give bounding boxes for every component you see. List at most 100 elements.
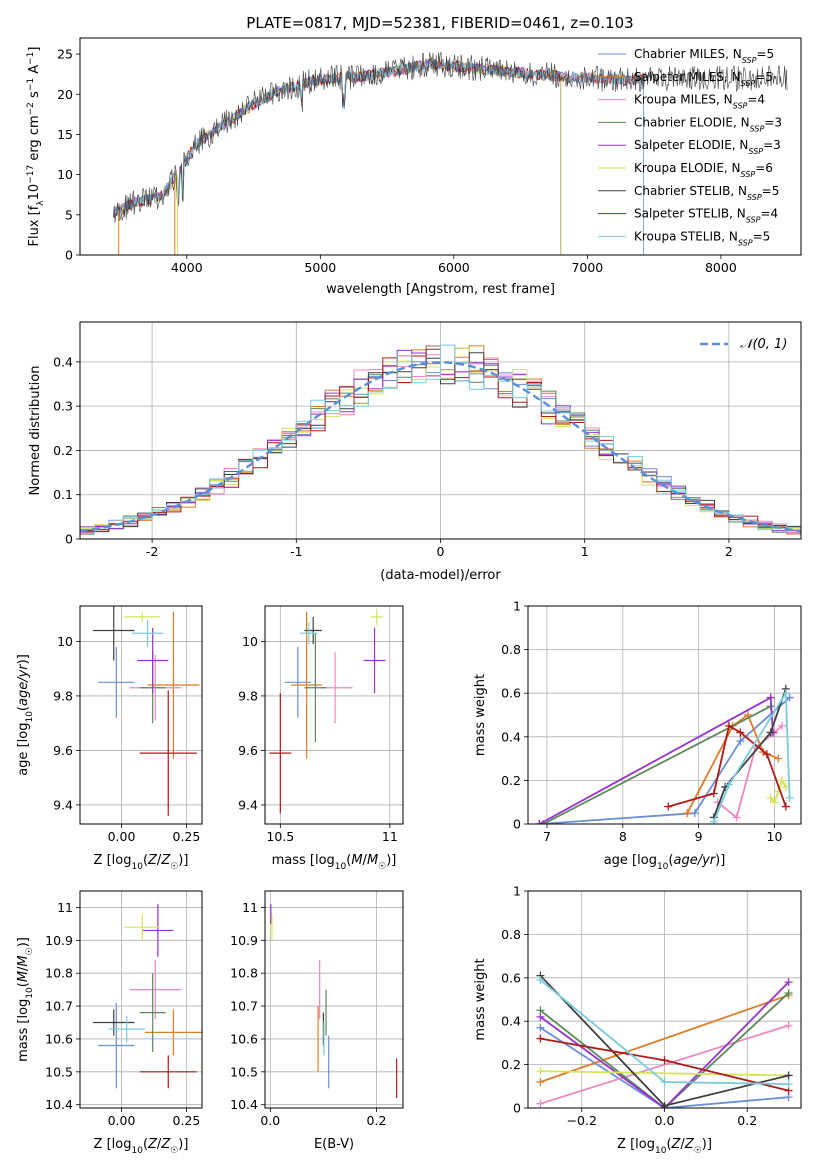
y-axis-label: Normed distribution xyxy=(28,366,43,496)
frame-weight-vs-age: 7 8 9 10 0 0.2 0.4 0.6 0.8 1 age [log10(age/yr)] ma… xyxy=(473,599,802,872)
x-tick-label: 10 xyxy=(767,829,783,844)
frame-age-vs-Z: 0.00 0.25 9.4 9.6 9.8 10 Z [log10(Z/Z☉)] age [l… xyxy=(16,605,203,872)
y-tick-label: 0.8 xyxy=(501,927,521,942)
y-tick-label: 10.5 xyxy=(230,1064,258,1079)
weight-point xyxy=(660,1056,669,1065)
axes-spectrum: 4000 5000 6000 7000 8000 0 5 10 15 20 25 wavelength… xyxy=(26,37,802,297)
weight-point xyxy=(536,1099,545,1108)
y-tick-label: 0 xyxy=(65,532,73,547)
x-tick-label: 0.00 xyxy=(108,1113,136,1128)
y-tick-label: 0.4 xyxy=(501,1014,521,1029)
y-tick-label: 0 xyxy=(65,248,73,263)
weight-point xyxy=(690,809,699,818)
axes-frame xyxy=(264,605,404,825)
y-tick-label: 9.4 xyxy=(53,797,73,812)
x-tick-label: 0.2 xyxy=(367,1113,387,1128)
weight-point xyxy=(724,721,733,730)
x-tick-label: 0.00 xyxy=(108,829,136,844)
y-tick-label: 10.4 xyxy=(230,1097,258,1112)
y-tick-label: 0 xyxy=(513,817,521,832)
y-tick-label: 20 xyxy=(57,87,73,102)
y-tick-label: 10.9 xyxy=(230,933,258,948)
weight-line xyxy=(668,724,787,808)
errorbar-chabrier-miles xyxy=(98,1002,135,1089)
weight-line xyxy=(539,1026,789,1108)
weight-point xyxy=(778,776,787,785)
legend-label-salpeter-stelib: Salpeter STELIB, NSSP=4 xyxy=(634,207,778,225)
errorbar-chabrier-miles xyxy=(98,646,135,718)
weight-point xyxy=(766,728,775,737)
x-tick-label: 0.2 xyxy=(737,1113,757,1128)
x-tick-label: 1 xyxy=(581,544,589,559)
x-axis-label: Z [log10(Z/Z☉)] xyxy=(94,1137,189,1156)
frame-age-vs-mass: 10.5 11 9.4 9.6 9.8 10 mass [log10(M/M☉)] xyxy=(238,605,404,872)
y-tick-label: 10.6 xyxy=(45,1031,73,1046)
x-tick-label: 11 xyxy=(382,829,398,844)
legend-label-chabrier-miles: Chabrier MILES, NSSP=5 xyxy=(634,47,774,65)
x-axis-label: age [log10(age/yr)] xyxy=(604,853,726,872)
errorbar-kroupa-elodie xyxy=(370,608,384,626)
x-axis-label: E(B-V) xyxy=(314,1137,354,1152)
errorbar-chabrier-stelib xyxy=(92,606,135,661)
weight-point xyxy=(784,1080,793,1089)
weight-point xyxy=(766,693,775,702)
y-tick-label: 0.2 xyxy=(53,443,73,458)
weight-point xyxy=(664,802,673,811)
weight-point xyxy=(762,750,771,759)
figure-title: PLATE=0817, MJD=52381, FIBERID=0461, z=0… xyxy=(246,14,633,32)
plot-area-age-vs-mass xyxy=(269,608,386,814)
plot-area-weight-vs-Z xyxy=(536,971,793,1108)
plot-area-mass-vs-Z xyxy=(92,904,202,1089)
weight-point xyxy=(770,798,779,807)
y-tick-label: 1 xyxy=(513,884,521,899)
y-tick-label: 9.4 xyxy=(238,797,258,812)
errorbar-salpeter-elodie xyxy=(363,627,386,694)
y-tick-label: 11 xyxy=(242,900,258,915)
x-tick-label: 0.25 xyxy=(173,829,201,844)
y-tick-label: 10.6 xyxy=(230,1031,258,1046)
normal-curve xyxy=(80,361,801,533)
y-tick-label: 0.2 xyxy=(501,1057,521,1072)
axes-frame xyxy=(79,37,802,256)
errorbar-salpeter-miles xyxy=(291,611,322,759)
errorbar-chabrier-elodie xyxy=(139,973,166,1053)
y-axis-label: age [log10(age/yr)] xyxy=(16,654,35,776)
weight-point xyxy=(536,1034,545,1043)
weight-point xyxy=(536,1023,545,1032)
errorbar-salpeter-miles xyxy=(147,611,200,759)
errorbar-chabrier-stelib xyxy=(304,616,322,645)
weight-point xyxy=(535,820,544,824)
axes-mass-vs-Z: 0.00 0.25 10.4 10.5 10.6 10.7 10.8 10.9 11 Z [log… xyxy=(16,890,203,1156)
y-tick-label: 10.7 xyxy=(230,999,258,1014)
weight-series-chabrier-elodie xyxy=(536,988,793,1108)
errorbar-salpeter-stelib xyxy=(139,690,197,816)
legend-label-salpeter-elodie: Salpeter ELODIE, NSSP=3 xyxy=(634,138,781,156)
weight-point xyxy=(709,817,718,824)
axes-residuals: -2 -1 0 1 2 0 0.1 0.2 0.3 0.4 (data-model)/error No… xyxy=(28,321,802,583)
plot-area-age-vs-Z xyxy=(92,606,200,816)
axes-weight-vs-age: 7 8 9 10 0 0.2 0.4 0.6 0.8 1 age [log10(age/yr)] ma… xyxy=(473,599,802,872)
x-tick-label: 8 xyxy=(619,829,627,844)
y-tick-label: 0.1 xyxy=(53,487,73,502)
axes-mass-vs-EBV: 0.0 0.2 10.4 10.5 10.6 10.7 10.8 10.9 11 E(B-V) xyxy=(230,890,404,1152)
weight-point xyxy=(709,789,718,798)
legend-label-kroupa-miles: Kroupa MILES, NSSP=4 xyxy=(634,93,765,111)
weight-point xyxy=(536,1012,545,1021)
y-tick-label: 0.2 xyxy=(501,773,521,788)
weight-point xyxy=(784,1021,793,1030)
y-tick-label: 10.8 xyxy=(230,966,258,981)
weight-line xyxy=(540,1024,789,1105)
weight-line xyxy=(539,992,790,1108)
weight-line xyxy=(540,1070,789,1077)
weight-point xyxy=(784,988,793,997)
x-axis-label: wavelength [Angstrom, rest frame] xyxy=(326,282,555,297)
weight-point xyxy=(784,978,793,987)
y-tick-label: 11 xyxy=(57,900,73,915)
y-tick-label: 1 xyxy=(513,599,521,614)
y-tick-label: 25 xyxy=(57,47,73,62)
errorbar-salpeter-stelib xyxy=(139,1055,197,1089)
weight-point xyxy=(785,693,794,702)
plot-area-spectrum xyxy=(113,51,788,255)
weight-point xyxy=(785,793,794,802)
y-tick-label: 10.8 xyxy=(45,966,73,981)
